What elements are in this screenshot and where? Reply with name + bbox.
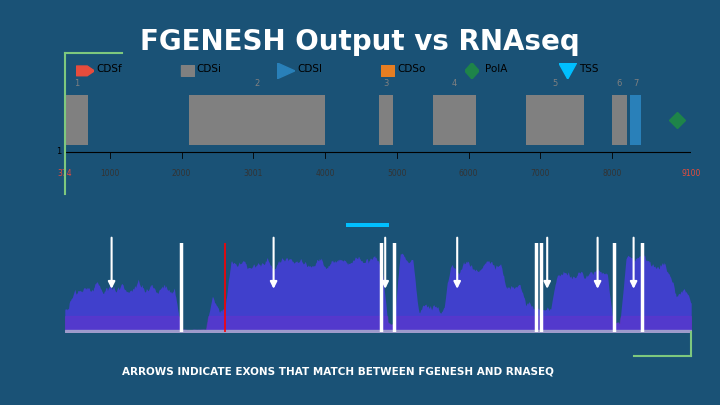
Text: CDSo: CDSo (397, 64, 426, 74)
Text: 4: 4 (451, 79, 457, 88)
Text: 9100: 9100 (682, 169, 701, 178)
Bar (526, 95, 583, 145)
Polygon shape (276, 63, 295, 79)
Text: 2: 2 (254, 79, 259, 88)
Text: 7: 7 (633, 79, 638, 88)
Text: 6000: 6000 (459, 169, 478, 178)
Text: TSS: TSS (579, 64, 598, 74)
Bar (612, 95, 626, 145)
Bar (189, 95, 325, 145)
Polygon shape (76, 66, 94, 76)
Text: PolA: PolA (485, 64, 508, 74)
Text: 5000: 5000 (387, 169, 407, 178)
Bar (630, 95, 641, 145)
Text: 5: 5 (552, 79, 557, 88)
Text: ARROWS INDICATE EXONS THAT MATCH BETWEEN FGENESH AND RNASEQ: ARROWS INDICATE EXONS THAT MATCH BETWEEN… (122, 367, 554, 377)
Bar (433, 95, 476, 145)
Text: CDSi: CDSi (197, 64, 222, 74)
Bar (65, 95, 89, 145)
Text: 7000: 7000 (531, 169, 550, 178)
Text: 4000: 4000 (315, 169, 335, 178)
Bar (379, 95, 393, 145)
Text: 2000: 2000 (172, 169, 192, 178)
Polygon shape (465, 63, 480, 79)
Text: 6: 6 (617, 79, 622, 88)
Text: 3001: 3001 (243, 169, 263, 178)
Polygon shape (559, 63, 577, 79)
Text: 3: 3 (384, 79, 389, 88)
Text: CDSI: CDSI (297, 64, 322, 74)
Text: 1: 1 (74, 79, 79, 88)
Text: 1000: 1000 (100, 169, 120, 178)
Text: CDSf: CDSf (96, 64, 122, 74)
Text: 374: 374 (58, 169, 72, 178)
Text: 1: 1 (56, 147, 61, 156)
Text: 8000: 8000 (603, 169, 622, 178)
Text: FGENESH Output vs RNAseq: FGENESH Output vs RNAseq (140, 28, 580, 56)
